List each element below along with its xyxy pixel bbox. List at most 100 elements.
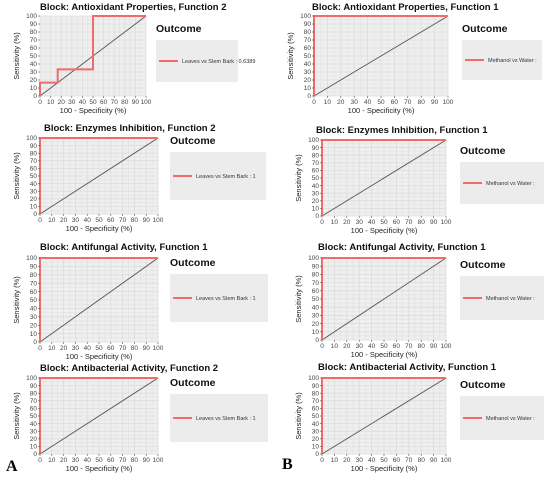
chart-title: Block: Enzymes Inhibition, Function 1	[316, 125, 488, 136]
y-tick-label: 90	[30, 143, 38, 150]
x-tick-label: 80	[131, 457, 139, 464]
y-tick-label: 40	[312, 304, 320, 311]
y-tick-label: 20	[312, 198, 320, 205]
y-tick-label: 20	[30, 77, 38, 84]
y-tick-label: 70	[304, 37, 312, 44]
x-tick-label: 40	[84, 345, 92, 352]
y-tick-label: 40	[312, 183, 320, 190]
x-axis-label: 100 - Specificity (%)	[60, 106, 127, 115]
y-tick-label: 70	[312, 280, 320, 287]
x-tick-label: 90	[430, 219, 438, 226]
y-tick-label: 40	[304, 61, 312, 68]
y-tick-label: 50	[304, 53, 312, 60]
x-tick-label: 100	[441, 457, 452, 464]
y-tick-label: 70	[312, 160, 320, 167]
x-tick-label: 100	[141, 99, 152, 106]
y-tick-label: 70	[30, 280, 38, 287]
y-axis-label: Sensitivity (%)	[294, 392, 303, 440]
y-tick-label: 90	[312, 145, 320, 152]
y-tick-label: 80	[30, 150, 38, 157]
x-tick-label: 0	[38, 345, 42, 352]
x-tick-label: 80	[418, 219, 426, 226]
y-axis-label: Sensitivity (%)	[12, 276, 21, 324]
y-tick-label: 30	[30, 188, 38, 195]
x-tick-label: 100	[443, 99, 454, 106]
y-tick-label: 30	[30, 314, 38, 321]
y-tick-label: 80	[30, 272, 38, 279]
y-tick-label: 10	[312, 329, 320, 336]
x-axis-label: 100 - Specificity (%)	[351, 350, 418, 359]
x-tick-label: 40	[368, 457, 376, 464]
legend-entry-label: Methanol vs Water :	[488, 58, 537, 64]
roc-chart-4: Block: Antibacterial Activity, Function …	[12, 363, 268, 473]
x-tick-label: 100	[153, 457, 164, 464]
x-tick-label: 10	[48, 457, 56, 464]
y-tick-label: 30	[312, 190, 320, 197]
x-tick-label: 0	[320, 457, 324, 464]
x-tick-label: 50	[380, 219, 388, 226]
x-tick-label: 40	[368, 343, 376, 350]
y-tick-label: 90	[312, 263, 320, 270]
y-tick-label: 10	[30, 204, 38, 211]
y-tick-label: 60	[30, 289, 38, 296]
x-tick-label: 90	[132, 99, 140, 106]
x-tick-label: 70	[405, 343, 413, 350]
y-tick-label: 30	[30, 69, 38, 76]
x-tick-label: 40	[364, 99, 372, 106]
x-tick-label: 90	[430, 457, 438, 464]
x-tick-label: 80	[418, 99, 426, 106]
x-tick-label: 70	[404, 99, 412, 106]
x-tick-label: 70	[119, 345, 127, 352]
y-tick-label: 100	[308, 375, 319, 382]
x-tick-label: 60	[107, 217, 115, 224]
y-tick-label: 100	[26, 255, 37, 262]
x-axis-label: 100 - Specificity (%)	[351, 226, 418, 235]
y-tick-label: 100	[308, 137, 319, 144]
x-tick-label: 30	[351, 99, 359, 106]
x-tick-label: 80	[418, 343, 426, 350]
legend-entry-label: Methanol vs Water :	[486, 416, 535, 422]
x-tick-label: 70	[119, 457, 127, 464]
chart-title: Block: Enzymes Inhibition, Function 2	[44, 123, 216, 134]
chart-title: Block: Antifungal Activity, Function 1	[40, 242, 208, 253]
y-tick-label: 50	[30, 173, 38, 180]
x-tick-label: 60	[107, 457, 115, 464]
x-tick-label: 60	[391, 99, 399, 106]
y-tick-label: 60	[30, 45, 38, 52]
y-tick-label: 30	[312, 313, 320, 320]
roc-chart-2: Block: Enzymes Inhibition, Function 20 10…	[12, 123, 266, 233]
y-tick-label: 0	[315, 337, 319, 344]
y-axis-label: Sensitivity (%)	[12, 392, 21, 440]
x-axis-label: 100 - Specificity (%)	[351, 464, 418, 473]
x-tick-label: 20	[60, 345, 68, 352]
x-tick-label: 10	[47, 99, 55, 106]
y-tick-label: 20	[312, 436, 320, 443]
x-axis-label: 100 - Specificity (%)	[348, 106, 415, 115]
y-tick-label: 90	[304, 21, 312, 28]
y-axis-label: Sensitivity (%)	[12, 32, 21, 80]
legend-entry-label: Leaves vs Stem Bark : 0.6389	[182, 59, 255, 65]
x-tick-label: 20	[58, 99, 66, 106]
chart-title: Block: Antioxidant Properties, Function …	[40, 2, 227, 13]
x-tick-label: 0	[320, 219, 324, 226]
roc-chart-8: Block: Antibacterial Activity, Function …	[294, 362, 544, 473]
legend-title: Outcome	[156, 23, 202, 35]
x-tick-label: 60	[393, 343, 401, 350]
legend-entry-label: Methanol vs Water :	[486, 181, 535, 187]
legend-entry-label: Leaves vs Stem Bark : 1	[196, 174, 256, 180]
chart-title: Block: Antifungal Activity, Function 1	[318, 242, 486, 253]
y-tick-label: 0	[33, 93, 37, 100]
y-tick-label: 70	[30, 37, 38, 44]
x-tick-label: 90	[430, 343, 438, 350]
x-tick-label: 50	[380, 343, 388, 350]
y-tick-label: 10	[30, 85, 38, 92]
x-tick-label: 50	[95, 217, 103, 224]
legend-title: Outcome	[462, 23, 508, 35]
chart-title: Block: Antibacterial Activity, Function …	[318, 362, 497, 373]
x-tick-label: 50	[380, 457, 388, 464]
y-tick-label: 80	[30, 390, 38, 397]
x-tick-label: 90	[143, 345, 151, 352]
x-tick-label: 100	[441, 343, 452, 350]
y-tick-label: 70	[30, 158, 38, 165]
panel-label-b: B	[282, 456, 293, 473]
